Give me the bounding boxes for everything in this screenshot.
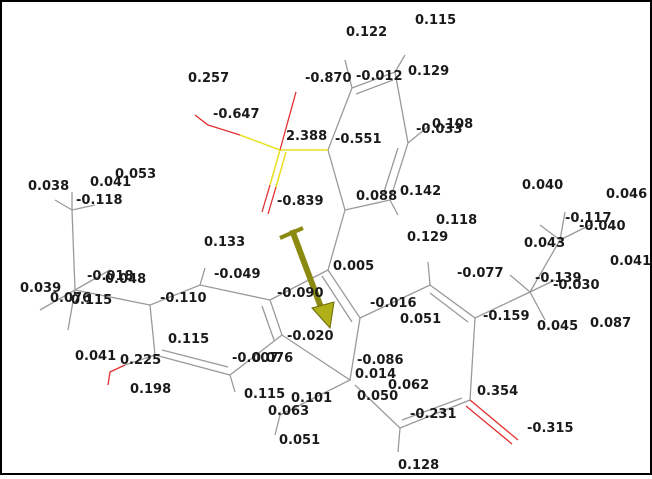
charge-label: 0.354 — [477, 384, 518, 399]
charge-label: -0.839 — [277, 194, 324, 209]
charge-label: 0.257 — [188, 71, 229, 86]
charge-label: 0.122 — [346, 25, 387, 40]
charge-label: -0.090 — [277, 286, 324, 301]
charge-label: 0.043 — [524, 236, 565, 251]
charge-label: 2.388 — [286, 129, 327, 144]
charge-label: -0.030 — [553, 278, 600, 293]
charge-label: -0.159 — [483, 309, 530, 324]
charge-label: -0.118 — [76, 193, 123, 208]
charge-label: -0.040 — [579, 219, 626, 234]
charge-label: 0.045 — [537, 319, 578, 334]
charge-label: 0.040 — [522, 178, 563, 193]
charge-label: 0.046 — [606, 187, 647, 202]
charge-label: 0.050 — [357, 389, 398, 404]
charge-label: 0.063 — [268, 404, 309, 419]
charge-label: -0.231 — [410, 407, 457, 422]
charge-label: 0.108 — [432, 117, 473, 132]
charge-label: 0.076 — [252, 351, 293, 366]
charge-label: 0.129 — [407, 230, 448, 245]
charge-label: 0.051 — [279, 433, 320, 448]
charge-label: 0.225 — [120, 353, 161, 368]
charge-label: -0.551 — [335, 132, 382, 147]
charge-label: -0.077 — [457, 266, 504, 281]
charge-label: 0.129 — [408, 64, 449, 79]
charge-label: 0.115 — [244, 387, 285, 402]
charge-label: -0.086 — [357, 353, 404, 368]
molecule-viewer: 0.115 0.122 0.129 -0.870 -0.012 0.257 -0.647 2.… — [0, 0, 652, 475]
charge-label: 0.087 — [590, 316, 631, 331]
charge-label: 0.115 — [415, 13, 456, 28]
charge-label: -0.870 — [305, 71, 352, 86]
charge-label: 0.041 — [90, 175, 131, 190]
charge-label: 0.115 — [71, 293, 112, 308]
charge-label: -0.647 — [213, 107, 260, 122]
charge-label: 0.115 — [168, 332, 209, 347]
charge-label: 0.041 — [75, 349, 116, 364]
charge-label: 0.038 — [28, 179, 69, 194]
charge-label: -0.110 — [160, 291, 207, 306]
charge-label: -0.012 — [356, 69, 403, 84]
charge-label: -0.049 — [214, 267, 261, 282]
charge-label: 0.133 — [204, 235, 245, 250]
charge-label: -0.016 — [370, 296, 417, 311]
charge-label: 0.198 — [130, 382, 171, 397]
charge-label: 0.005 — [333, 259, 374, 274]
charge-label: 0.048 — [105, 272, 146, 287]
charge-label: -0.315 — [527, 421, 574, 436]
charge-label: -0.020 — [287, 329, 334, 344]
charge-label: 0.041 — [610, 254, 651, 269]
charge-label: 0.118 — [436, 213, 477, 228]
charge-label: 0.088 — [356, 189, 397, 204]
charge-label: 0.051 — [400, 312, 441, 327]
charge-label: 0.142 — [400, 184, 441, 199]
charge-label: 0.128 — [398, 458, 439, 473]
